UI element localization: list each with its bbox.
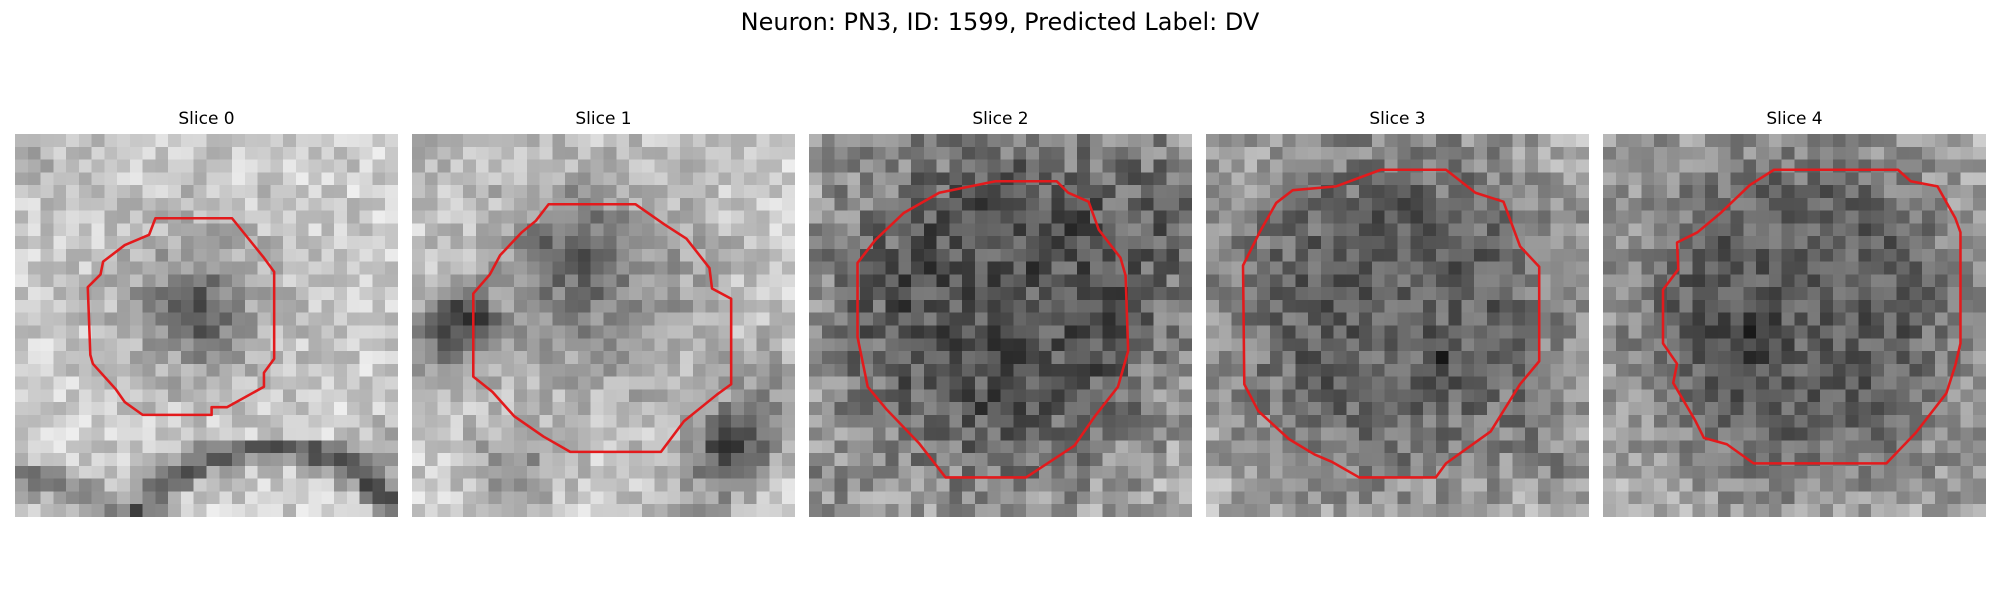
slice-image-2 xyxy=(809,134,1192,517)
roi-contour xyxy=(1241,168,1541,479)
slice-image-1 xyxy=(412,134,795,517)
slice-panel-3: Slice 3 xyxy=(1206,108,1589,517)
slice-image-3 xyxy=(1206,134,1589,517)
slice-panel-1: Slice 1 xyxy=(412,108,795,517)
slice-panel-2: Slice 2 xyxy=(809,108,1192,517)
slice-title-0: Slice 0 xyxy=(178,109,235,129)
slice-title-2: Slice 2 xyxy=(972,109,1029,129)
roi-contour xyxy=(86,216,276,417)
slice-title-1: Slice 1 xyxy=(575,109,632,129)
roi-contour xyxy=(1661,168,1962,465)
slice-title-3: Slice 3 xyxy=(1369,109,1426,129)
slice-panel-4: Slice 4 xyxy=(1603,108,1986,517)
slice-panel-0: Slice 0 xyxy=(15,108,398,517)
slice-title-4: Slice 4 xyxy=(1766,109,1823,129)
slice-image-0 xyxy=(15,134,398,517)
roi-contour xyxy=(856,179,1130,479)
slice-image-4 xyxy=(1603,134,1986,517)
figure-title: Neuron: PN3, ID: 1599, Predicted Label: … xyxy=(740,8,1260,36)
roi-contour xyxy=(472,202,733,454)
